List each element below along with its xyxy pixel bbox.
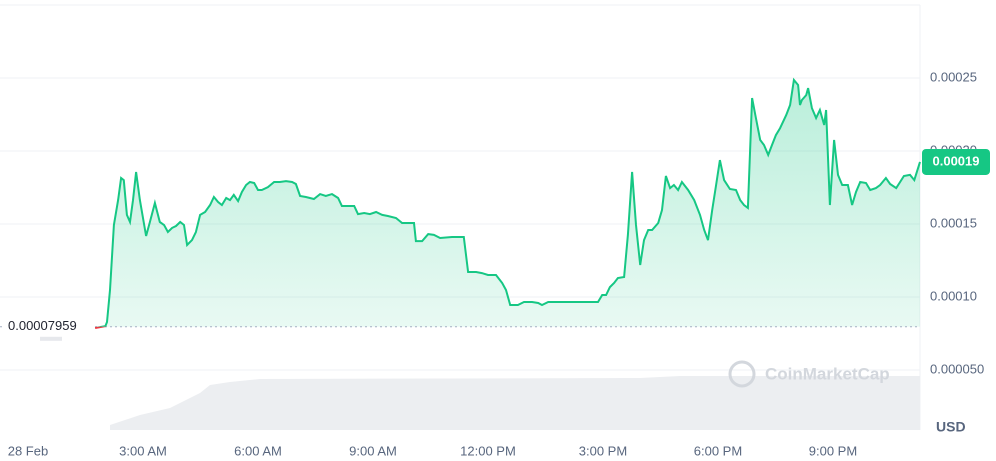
watermark-logo	[728, 360, 756, 388]
price-area	[101, 80, 920, 327]
x-tick-label: 28 Feb	[8, 443, 48, 458]
price-tag: 0.00019	[933, 153, 980, 168]
x-tick-label: 6:00 AM	[234, 443, 282, 458]
price-tag-bg	[922, 148, 990, 175]
volume-area	[110, 376, 920, 430]
x-tick-label: 9:00 PM	[809, 443, 857, 458]
plot	[0, 77, 921, 329]
y-tick-label: 0.00015	[930, 215, 977, 230]
reference-tag-bg	[4, 316, 92, 337]
x-tick-label: 6:00 PM	[694, 443, 742, 458]
x-tick-label: 9:00 AM	[349, 443, 397, 458]
currency-label: USD	[936, 419, 966, 435]
watermark: CoinMarketCap	[765, 364, 890, 383]
x-tick-label: 12:00 PM	[460, 443, 516, 458]
y-tick-label: 0.00025	[930, 69, 977, 84]
reference-tag-shade	[40, 336, 62, 341]
reference-label: 0.00007959	[8, 318, 77, 333]
price-line	[96, 77, 921, 327]
x-tick-label: 3:00 AM	[119, 443, 167, 458]
x-tick-label: 3:00 PM	[579, 443, 627, 458]
y-tick-label: 0.000050	[930, 361, 984, 376]
y-tick-label: 0.00010	[930, 288, 977, 303]
